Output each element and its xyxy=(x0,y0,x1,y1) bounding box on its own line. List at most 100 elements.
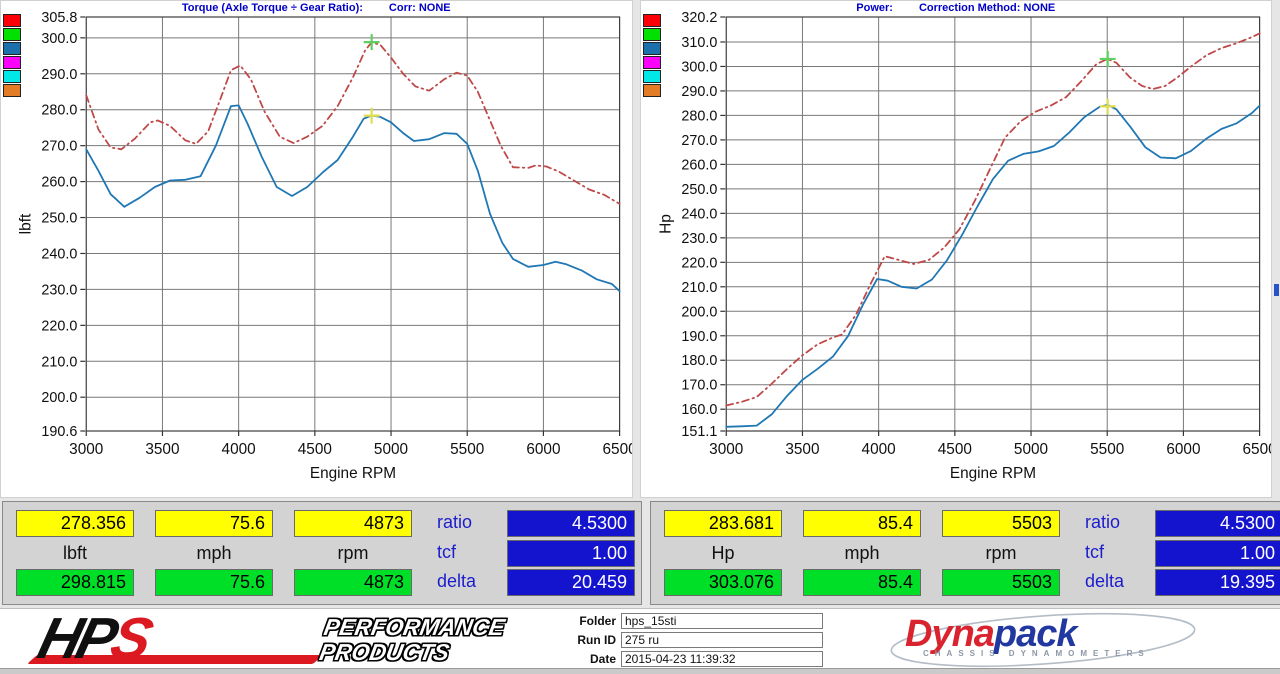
delta-value: 20.459 xyxy=(507,569,635,596)
y-tick-label: 250.0 xyxy=(41,210,77,226)
peak-current-marker-icon xyxy=(1099,98,1116,115)
power-chart-title: Power: xyxy=(856,2,893,14)
plot-border xyxy=(725,16,1260,432)
torque-chart-legend xyxy=(3,14,21,97)
rpm-current-value-right: 5503 xyxy=(942,510,1060,537)
speed-reference-value: 75.6 xyxy=(155,569,273,596)
tcf-value: 1.00 xyxy=(507,539,635,567)
y-tick-label: 230.0 xyxy=(41,282,77,298)
legend-swatch-4-icon xyxy=(3,70,21,83)
x-tick-label: 6500 xyxy=(1242,441,1271,458)
power-correction-label: Correction Method: NONE xyxy=(918,2,1056,14)
y-tick-label: 210.0 xyxy=(681,280,717,296)
tcf-value-right: 1.00 xyxy=(1155,539,1280,567)
peak-current-marker-icon xyxy=(363,107,380,124)
speed-value-column: 75.6 mph 75.6 xyxy=(155,510,273,596)
legend-swatch-2-icon xyxy=(3,42,21,55)
date-field-row: Date xyxy=(558,651,823,667)
x-tick-label: 5500 xyxy=(450,441,484,458)
footer: HPS PERFORMANCE PRODUCTS Folder Run ID D… xyxy=(0,606,1280,674)
torque-chart-panel: Torque (Axle Torque ÷ Gear Ratio): Corr: … xyxy=(0,0,633,498)
readouts-row: 278.356 lbft 298.815 75.6 mph 75.6 4873 … xyxy=(0,501,1280,605)
rpm-current-value: 4873 xyxy=(294,510,412,537)
y-tick-label: 240.0 xyxy=(41,246,77,262)
y-tick-label: 270.0 xyxy=(41,139,77,155)
torque-chart-title: Torque (Axle Torque ÷ Gear Ratio): xyxy=(181,2,363,14)
run-id-field-row: Run ID xyxy=(558,632,823,648)
torque-unit-label: lbft xyxy=(62,542,87,563)
hps-logo: HPS xyxy=(27,606,328,671)
y-tick-label: 280.0 xyxy=(41,103,77,119)
dynapack-word-pack: pack xyxy=(993,613,1078,655)
y-tick-label: 320.2 xyxy=(681,11,717,26)
speed-reference-value-right: 85.4 xyxy=(803,569,921,596)
torque-param-values: 4.5300 1.00 20.459 xyxy=(507,510,635,596)
peak-reference-marker-icon xyxy=(1099,50,1116,67)
window-edge-scroll-icon[interactable] xyxy=(1273,283,1280,297)
x-tick-label: 6000 xyxy=(1166,441,1200,458)
power-chart: 320.2 310.0 300.0 290.0 280.0 270.0 260.0 250.0… xyxy=(657,11,1271,482)
torque-chart: 305.8 300.0 290.0 280.0 270.0 260.0 250.0 240.0… xyxy=(18,11,632,482)
legend-swatch-5-icon xyxy=(642,84,661,97)
dynapack-wordmark: Dynapack xyxy=(905,613,1078,656)
y-tick-label: 250.0 xyxy=(681,182,717,198)
torque-readout-panel: 278.356 lbft 298.815 75.6 mph 75.6 4873 … xyxy=(2,501,642,605)
footer-bottom-bar xyxy=(0,668,1280,674)
tcf-label: tcf xyxy=(437,541,457,562)
y-tick-label: 300.0 xyxy=(41,31,77,47)
peak-reference-marker-icon xyxy=(363,34,380,51)
rpm-value-column-right: 5503 rpm 5503 xyxy=(942,510,1060,596)
legend-swatch-1-icon xyxy=(3,28,21,41)
x-tick-label: 4000 xyxy=(861,441,895,458)
y-tick-label: 230.0 xyxy=(681,231,717,247)
run-id-input[interactable] xyxy=(621,632,823,648)
folder-field-row: Folder xyxy=(558,613,823,629)
speed-current-value: 75.6 xyxy=(155,510,273,537)
y-tick-label: 190.6 xyxy=(41,424,77,440)
rpm-unit-label: rpm xyxy=(337,542,369,563)
legend-swatch-2-icon xyxy=(642,42,661,55)
y-tick-label: 210.0 xyxy=(41,354,77,370)
y-tick-label: 200.0 xyxy=(681,304,717,320)
x-axis-title: Engine RPM xyxy=(949,465,1035,482)
x-tick-label: 4500 xyxy=(298,441,332,458)
y-tick-label: 300.0 xyxy=(681,59,717,75)
x-tick-label: 3000 xyxy=(709,441,743,458)
tcf-label-right: tcf xyxy=(1085,541,1105,562)
power-chart-legend xyxy=(642,14,661,97)
torque-param-labels: ratio tcf delta xyxy=(433,510,507,596)
speed-unit-label: mph xyxy=(196,542,232,563)
y-tick-label: 290.0 xyxy=(41,67,77,83)
y-tick-label: 160.0 xyxy=(681,402,717,418)
ratio-label: ratio xyxy=(437,512,473,532)
ratio-value: 4.5300 xyxy=(507,510,635,537)
x-tick-label: 4500 xyxy=(937,441,971,458)
delta-label: delta xyxy=(437,571,477,591)
torque-value-column: 278.356 lbft 298.815 xyxy=(16,510,134,596)
speed-unit-label-right: mph xyxy=(844,542,880,563)
dynapack-logo: Dynapack CHASSIS DYNAMOMETERS xyxy=(883,611,1203,669)
legend-swatch-3-icon xyxy=(3,56,21,69)
plot-border xyxy=(85,16,621,432)
legend-swatch-0-icon xyxy=(3,14,21,27)
speed-current-value-right: 85.4 xyxy=(803,510,921,537)
date-input[interactable] xyxy=(621,651,823,667)
power-readout-panel: 283.681 Hp 303.076 85.4 mph 85.4 5503 rp… xyxy=(650,501,1280,605)
rpm-reference-value: 4873 xyxy=(294,569,412,596)
y-tick-label: 180.0 xyxy=(681,353,717,369)
y-tick-label: 280.0 xyxy=(681,108,717,124)
torque-chart-header: Torque (Axle Torque ÷ Gear Ratio): Corr: … xyxy=(1,2,632,14)
reference-run-torque-line xyxy=(85,41,621,205)
y-axis-title: lbft xyxy=(18,213,35,234)
power-reference-value: 303.076 xyxy=(664,569,782,596)
folder-input[interactable] xyxy=(621,613,823,629)
x-tick-label: 3500 xyxy=(145,441,179,458)
x-tick-label: 6500 xyxy=(603,441,632,458)
power-current-value: 283.681 xyxy=(664,510,782,537)
y-tick-label: 200.0 xyxy=(41,390,77,406)
y-axis-title: Hp xyxy=(657,214,674,234)
x-tick-label: 3500 xyxy=(785,441,819,458)
date-label: Date xyxy=(589,652,616,666)
y-tick-label: 170.0 xyxy=(681,378,717,394)
y-tick-label: 305.8 xyxy=(41,11,77,26)
